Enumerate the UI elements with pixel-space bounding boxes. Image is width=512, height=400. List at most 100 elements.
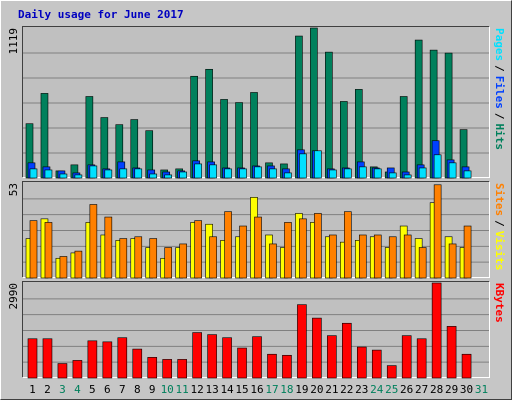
plot-bevel-dark	[22, 26, 490, 178]
x-tick-label: 3	[59, 383, 66, 396]
x-tick-label: 10	[161, 383, 174, 396]
bar	[344, 168, 352, 179]
bar	[448, 162, 457, 179]
bar	[401, 335, 412, 379]
bar	[312, 317, 322, 379]
x-tick-label: 30	[460, 383, 473, 396]
bar	[117, 337, 128, 379]
bar	[29, 168, 38, 179]
x-tick-label: 28	[430, 383, 443, 396]
plot-bevel-dark	[22, 281, 490, 378]
bar	[102, 341, 113, 379]
x-tick-label: 31	[475, 383, 488, 396]
x-tick-label: 18	[280, 383, 293, 396]
x-tick-label: 7	[119, 383, 126, 396]
bar	[403, 174, 412, 179]
bar	[104, 169, 113, 179]
bar	[297, 304, 307, 379]
x-tick-label: 27	[415, 383, 428, 396]
bar	[89, 165, 98, 179]
y-tick-label: 53	[7, 183, 20, 196]
bar	[448, 243, 457, 279]
legend: Sites / Visits	[493, 183, 506, 271]
legend-entry: Hits	[493, 124, 506, 151]
chart-title: Daily usage for June 2017	[18, 8, 184, 21]
bar	[325, 51, 333, 179]
bar	[444, 52, 453, 179]
plot-bevel-dark	[22, 181, 490, 278]
bar	[224, 168, 232, 179]
bar	[416, 338, 427, 379]
bar	[209, 236, 217, 279]
legend: Pages / Files / Hits	[493, 28, 506, 150]
bar	[40, 93, 49, 179]
bar	[149, 238, 158, 279]
bar	[329, 234, 337, 279]
bar	[239, 168, 247, 179]
bar	[250, 92, 258, 179]
bar	[104, 216, 113, 279]
x-tick-label: 21	[325, 383, 338, 396]
bar	[235, 102, 243, 179]
bar	[344, 211, 352, 279]
bar	[59, 173, 68, 179]
x-tick-label: 24	[370, 383, 384, 396]
legend-entry: Files	[493, 76, 506, 109]
bar	[44, 222, 53, 279]
bar	[371, 349, 382, 379]
bar	[267, 353, 277, 379]
bar	[224, 211, 232, 279]
bar	[388, 172, 397, 179]
bar	[284, 222, 292, 279]
x-tick-label: 13	[205, 383, 218, 396]
bar	[27, 338, 38, 379]
legend-separator: /	[493, 65, 506, 72]
bar	[446, 326, 457, 379]
bar	[179, 243, 187, 279]
bar	[177, 359, 187, 379]
bar	[192, 332, 202, 379]
bar	[59, 256, 68, 279]
bar	[222, 337, 232, 379]
x-tick-label: 23	[355, 383, 368, 396]
bar	[164, 174, 173, 179]
legend-entry: Visits	[493, 231, 506, 271]
bar	[42, 338, 53, 379]
bar	[194, 163, 202, 179]
bar	[149, 173, 158, 179]
bar	[373, 234, 382, 279]
bar	[164, 247, 173, 279]
bar	[418, 247, 427, 279]
bar	[74, 250, 83, 279]
x-tick-label: 2	[44, 383, 51, 396]
bar	[162, 359, 173, 379]
y-tick-label: 1119	[7, 28, 20, 55]
x-tick-label: 19	[295, 383, 308, 396]
bar	[282, 354, 292, 379]
bar	[147, 357, 158, 379]
x-tick-label: 11	[176, 383, 189, 396]
bar	[284, 172, 292, 179]
x-tick-label: 1	[29, 383, 36, 396]
x-tick-label: 25	[385, 383, 398, 396]
bar	[194, 220, 202, 279]
x-tick-label: 29	[445, 383, 458, 396]
x-tick-label: 12	[191, 383, 204, 396]
bar	[57, 363, 68, 379]
bar	[299, 153, 307, 179]
bar	[388, 236, 397, 279]
bar	[329, 169, 337, 179]
bar	[237, 347, 247, 379]
bar	[207, 334, 217, 379]
x-tick-label: 4	[74, 383, 81, 396]
x-tick-label: 15	[235, 383, 248, 396]
bar	[463, 225, 472, 279]
x-tick-label: 26	[400, 383, 413, 396]
legend-separator: /	[493, 113, 506, 120]
x-tick-label: 8	[134, 383, 141, 396]
bar	[254, 166, 262, 179]
x-tick-label: 9	[149, 383, 156, 396]
bar	[327, 335, 337, 379]
bar	[403, 234, 412, 279]
